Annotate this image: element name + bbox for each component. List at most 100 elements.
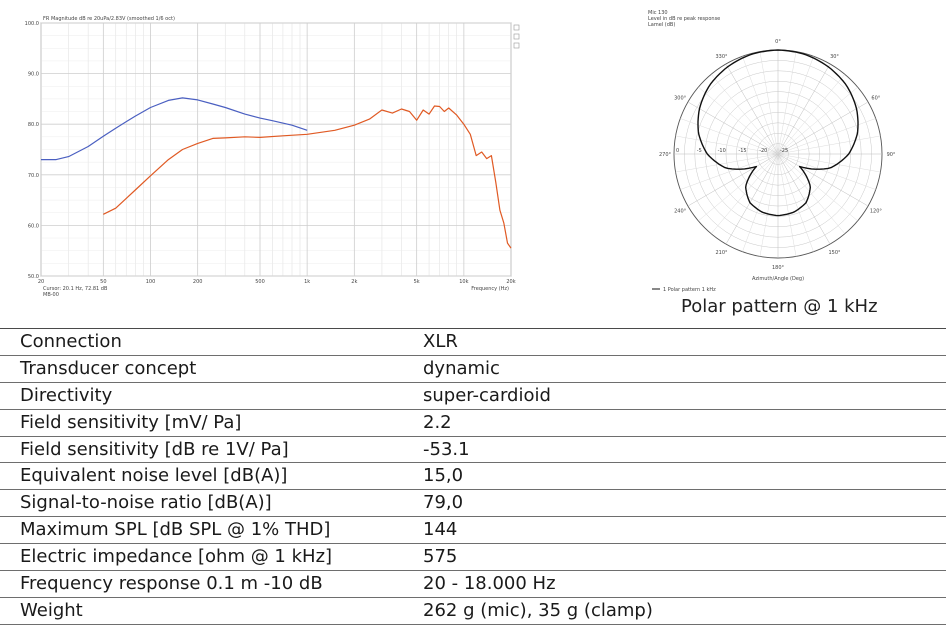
spec-label: Transducer concept [0, 355, 423, 383]
polar-angle-label: 270° [659, 152, 672, 158]
x-tick-label: 5k [414, 279, 420, 285]
polar-radius-label: -15 [738, 148, 746, 154]
polar-spoke [725, 153, 779, 245]
polar-header-text: Lamel (dB) [648, 22, 675, 28]
polar-spoke [680, 153, 779, 190]
polar-spoke [777, 153, 876, 190]
series-line-1 [41, 97, 308, 161]
search-icon[interactable] [513, 24, 520, 31]
polar-spoke [687, 101, 779, 155]
polar-spoke [777, 153, 814, 252]
series-line-2 [103, 105, 512, 249]
polar-spoke [777, 74, 846, 155]
settings-icon[interactable] [513, 42, 520, 49]
spec-label: Frequency response 0.1 m -10 dB [0, 570, 423, 598]
spec-row: Directivity super-cardioid [0, 382, 946, 410]
polar-angle-label: 300° [674, 96, 687, 102]
x-tick-label: 50 [100, 279, 106, 285]
polar-spoke [777, 86, 858, 155]
x-axis-label: Frequency (Hz) [471, 286, 509, 292]
polar-footer-text: Azimuth/Angle (Deg) [752, 276, 804, 282]
polar-spoke [725, 63, 779, 155]
spec-value: super-cardioid [423, 382, 946, 410]
spec-row: Electric impedance [ohm @ 1 kHz] 575 [0, 543, 946, 572]
spec-row: Equivalent noise level [dB(A)] 15,0 [0, 462, 946, 491]
spec-label: Field sensitivity [dB re 1V/ Pa] [0, 436, 423, 464]
polar-header-text: Mic 130 [648, 10, 668, 16]
polar-angle-label: 150° [828, 250, 841, 256]
spec-value: XLR [423, 328, 946, 356]
polar-spoke [777, 101, 869, 155]
chart-title: FR Magnitude dB re 20uPa/2.83V (smoothed… [43, 16, 175, 22]
polar-spoke [680, 118, 779, 155]
polar-spoke [777, 153, 869, 207]
spec-label: Directivity [0, 382, 423, 410]
spec-row: Maximum SPL [dB SPL @ 1% THD] 144 [0, 516, 946, 545]
polar-radius-label: 0 [676, 148, 679, 154]
y-tick-label: 70.0 [28, 173, 39, 179]
polar-pattern-plot: 0° 30° 60° 90° 120° 150° 180° 210° 240° 270° 300° 3… [648, 10, 896, 293]
polar-spoke [675, 135, 779, 155]
polar-radius-label: -25 [780, 148, 788, 154]
cursor-readout: Cursor: 20.1 Hz, 72.81 dB [43, 286, 108, 292]
polar-pattern-caption: Polar pattern @ 1 kHz [681, 296, 878, 317]
polar-spoke [777, 56, 814, 155]
spec-label: Equivalent noise level [dB(A)] [0, 462, 423, 491]
spec-value: 79,0 [423, 489, 946, 518]
polar-spoke [698, 86, 779, 155]
polar-spoke [777, 153, 831, 245]
spec-value: 20 - 18.000 Hz [423, 570, 946, 598]
spec-value: 2.2 [423, 409, 946, 437]
polar-spoke [687, 153, 779, 207]
y-tick-label: 60.0 [28, 223, 39, 229]
y-tick-label: 90.0 [28, 72, 39, 78]
polar-header-text: Level in dB re peak response [648, 16, 720, 22]
polar-spoke [777, 153, 846, 234]
y-tick-label: 80.0 [28, 122, 39, 128]
spec-row: Field sensitivity [dB re 1V/ Pa] -53.1 [0, 436, 946, 464]
polar-spoke [777, 153, 881, 173]
polar-angle-label: 210° [715, 250, 728, 256]
polar-spoke [759, 51, 779, 155]
polar-radius-label: -10 [718, 148, 726, 154]
polar-angle-label: 0° [775, 39, 781, 45]
zoom-icon[interactable] [513, 33, 520, 40]
polar-angle-label: 120° [870, 209, 883, 215]
specifications-table: Connection XLR Transducer concept dynamic Di… [0, 328, 946, 625]
spec-row: Transducer concept dynamic [0, 355, 946, 383]
polar-radius-label: -5 [697, 148, 702, 154]
spec-value: 262 g (mic), 35 g (clamp) [423, 597, 946, 625]
polar-spoke [675, 153, 779, 173]
polar-legend-text: 1 Polar pattern 1 kHz [663, 287, 716, 293]
polar-spoke [777, 51, 797, 155]
ms-label: MB-00 [43, 292, 59, 298]
x-tick-label: 10k [459, 279, 468, 285]
spec-row: Connection XLR [0, 328, 946, 356]
frequency-response-plot: 50.0 60.0 70.0 80.0 90.0 100.0 20 50 100 200 500 1k… [25, 16, 520, 298]
spec-label: Electric impedance [ohm @ 1 kHz] [0, 543, 423, 572]
polar-angle-label: 240° [674, 209, 687, 215]
spec-value: dynamic [423, 355, 946, 383]
spec-value: 575 [423, 543, 946, 572]
polar-spoke [777, 118, 876, 155]
y-tick-label: 50.0 [28, 274, 39, 280]
polar-angle-label: 180° [772, 265, 785, 271]
polar-angle-label: 90° [887, 152, 896, 158]
spec-value: 15,0 [423, 462, 946, 491]
spec-label: Signal-to-noise ratio [dB(A)] [0, 489, 423, 518]
spec-value: -53.1 [423, 436, 946, 464]
x-tick-label: 200 [193, 279, 203, 285]
spec-label: Connection [0, 328, 423, 356]
x-tick-label: 500 [255, 279, 265, 285]
polar-spoke [759, 153, 779, 257]
specifications-body: Connection XLR Transducer concept dynamic Di… [0, 328, 946, 625]
spec-label: Maximum SPL [dB SPL @ 1% THD] [0, 516, 423, 545]
spec-row: Field sensitivity [mV/ Pa] 2.2 [0, 409, 946, 437]
polar-spoke [777, 135, 881, 155]
polar-angle-label: 30° [830, 54, 839, 60]
polar-spoke [710, 153, 779, 234]
x-tick-label: 20 [38, 279, 44, 285]
polar-spoke [710, 74, 779, 155]
polar-spoke [698, 153, 779, 222]
polar-pattern-curve [697, 49, 859, 217]
